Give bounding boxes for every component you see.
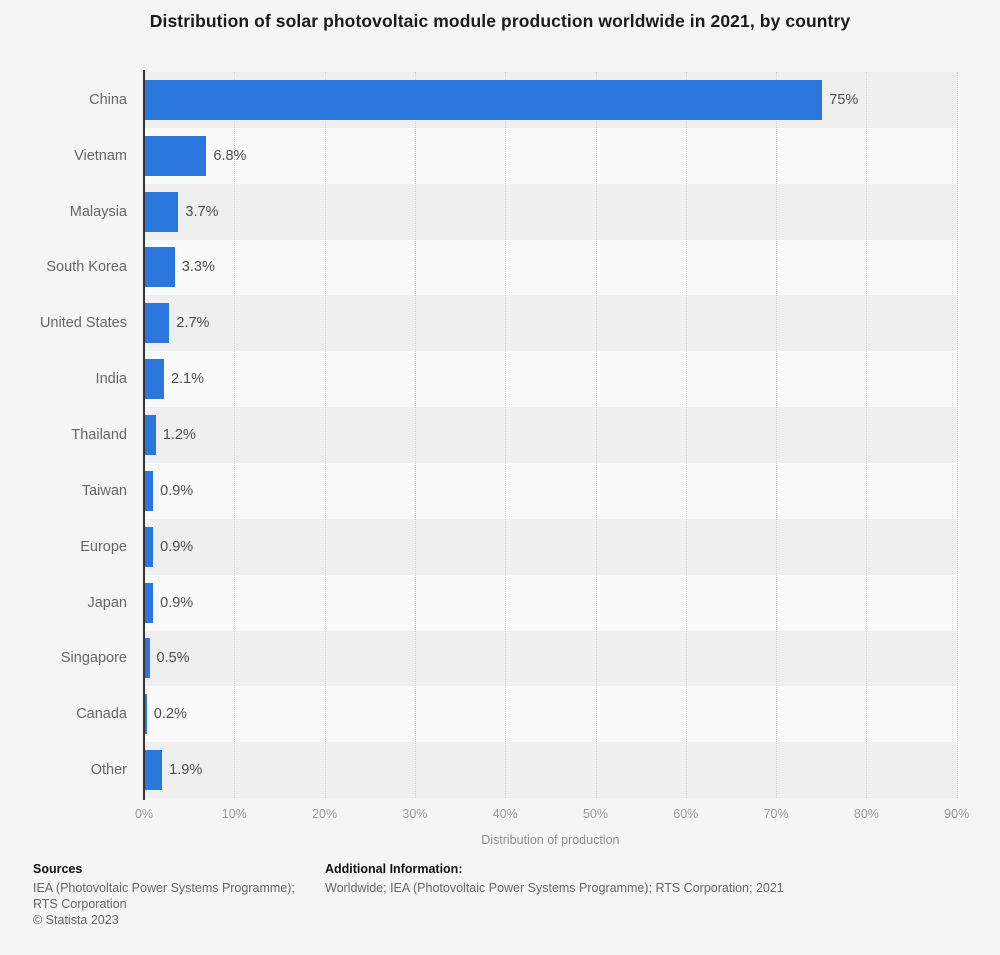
category-label: India: [95, 371, 127, 388]
x-tick-label: 50%: [582, 807, 609, 822]
additional-info-block: Additional Information: Worldwide; IEA (…: [325, 862, 965, 896]
value-label: 0.2%: [153, 706, 187, 723]
category-label: Singapore: [60, 650, 127, 667]
bar-europe: [145, 526, 154, 567]
value-label: 0.9%: [160, 482, 194, 499]
category-label: Malaysia: [69, 203, 127, 220]
bar-thailand: [145, 415, 156, 456]
gridline: [685, 72, 687, 799]
gridline: [414, 72, 416, 799]
value-label: 3.3%: [181, 259, 215, 276]
category-label: Thailand: [71, 427, 127, 444]
row-band: [144, 351, 957, 408]
row-band: [144, 574, 957, 631]
gridline: [776, 72, 778, 799]
row-band: [144, 183, 957, 240]
x-tick-label: 40%: [492, 807, 518, 822]
source-line-2: RTS Corporation: [33, 897, 127, 911]
category-label: Canada: [76, 706, 127, 723]
additional-info-text: Worldwide; IEA (Photovoltaic Power Syste…: [325, 881, 784, 895]
additional-info-heading: Additional Information:: [325, 862, 463, 876]
x-tick-label: 60%: [673, 807, 699, 822]
bar-vietnam: [145, 135, 207, 176]
value-label: 0.5%: [156, 650, 190, 667]
row-band: [144, 407, 957, 463]
value-label: 0.9%: [160, 594, 194, 611]
source-line-1: IEA (Photovoltaic Power Systems Programm…: [33, 881, 295, 895]
category-label: Europe: [80, 538, 127, 555]
statista-copyright: © Statista 2023: [33, 913, 119, 927]
x-tick-label: 30%: [402, 807, 428, 822]
bar-japan: [145, 582, 154, 623]
gridline: [505, 72, 507, 799]
y-axis-line: [143, 70, 145, 801]
category-label: Japan: [87, 594, 127, 611]
row-band: [144, 686, 957, 743]
row-band: [144, 295, 957, 352]
value-label: 3.7%: [185, 203, 219, 220]
x-axis-title: Distribution of production: [481, 833, 620, 847]
value-label: 6.8%: [213, 147, 247, 164]
category-label: Vietnam: [74, 147, 127, 164]
bar-other: [145, 750, 163, 791]
bar-china: [145, 79, 823, 120]
x-tick-label: 80%: [853, 807, 879, 822]
x-tick-label: 20%: [312, 807, 338, 822]
gridline: [324, 72, 326, 799]
category-label: Taiwan: [81, 482, 127, 499]
category-label: Other: [90, 762, 127, 779]
gridline: [234, 72, 236, 799]
category-label: China: [89, 91, 127, 108]
x-tick-label: 0%: [134, 807, 154, 822]
gridline: [956, 72, 958, 799]
value-label: 2.7%: [176, 315, 210, 332]
x-tick-label: 90%: [944, 807, 970, 822]
bar-south-korea: [145, 247, 175, 288]
bar-taiwan: [145, 470, 154, 511]
gridline: [866, 72, 868, 799]
value-label: 0.9%: [160, 538, 194, 555]
value-label: 2.1%: [170, 371, 205, 388]
row-band: [144, 127, 957, 184]
sources-heading: Sources: [33, 862, 83, 876]
value-label: 75%: [829, 91, 859, 108]
row-band: [144, 518, 957, 575]
x-tick-label: 70%: [763, 807, 789, 822]
row-band: [144, 630, 957, 687]
chart-title: Distribution of solar photovoltaic modul…: [149, 11, 851, 31]
sources-block: Sources IEA (Photovoltaic Power Systems …: [33, 862, 313, 928]
category-label: United States: [39, 315, 127, 332]
category-label: South Korea: [46, 259, 127, 276]
x-tick-label: 10%: [221, 807, 247, 822]
row-band: [144, 239, 957, 296]
row-band: [144, 742, 957, 799]
bar-india: [145, 359, 164, 400]
gridline: [595, 72, 597, 799]
bar-united-states: [145, 303, 170, 344]
value-label: 1.2%: [162, 427, 196, 444]
value-label: 1.9%: [169, 762, 203, 779]
bar-canada: [145, 694, 147, 735]
bar-malaysia: [145, 191, 179, 232]
bar-singapore: [145, 638, 150, 679]
row-band: [144, 462, 957, 519]
